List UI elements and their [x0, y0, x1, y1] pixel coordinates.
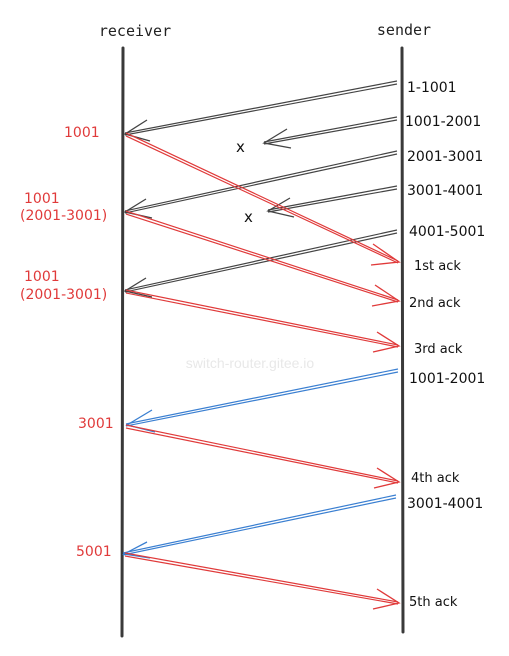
ack-receiver-label-3: 1001 — [24, 269, 60, 285]
ack-receiver-label-2: 1001 — [24, 191, 60, 207]
segment-label-2: 1001-2001 — [405, 114, 481, 130]
receiver-timeline — [120, 46, 125, 638]
ack-sender-label-2: 2nd ack — [409, 296, 461, 311]
segment-arrow-3 — [123, 150, 398, 219]
ack-receiver-label-4: 3001 — [78, 416, 114, 432]
lost-marker-2: x — [244, 208, 253, 226]
ack-receiver-sub-2: (2001-3001) — [20, 208, 107, 224]
segment-label-1: 1-1001 — [407, 80, 457, 96]
ack-receiver-label-1: 1001 — [64, 125, 100, 141]
sender-title: sender — [377, 21, 431, 39]
segment-arrow-4-lost — [266, 185, 398, 218]
ack-sender-label-5: 5th ack — [409, 595, 458, 610]
receiver-title: receiver — [99, 22, 171, 40]
ack-sender-label-1: 1st ack — [414, 259, 461, 274]
ack-receiver-sub-3: (2001-3001) — [20, 287, 107, 303]
segment-arrow-5 — [123, 229, 398, 298]
segment-label-5: 4001-5001 — [409, 224, 485, 240]
ack-arrow-4 — [125, 424, 401, 489]
segment-label-4: 3001-4001 — [407, 183, 483, 199]
ack-arrow-1 — [125, 132, 401, 266]
segment-label-7: 3001-4001 — [407, 496, 483, 512]
lost-marker-1: x — [236, 138, 245, 156]
watermark: switch-router.gitee.io — [186, 355, 315, 371]
retransmit-arrow-2 — [121, 494, 397, 559]
ack-arrow-3 — [125, 289, 401, 353]
ack-receiver-label-5: 5001 — [76, 544, 112, 560]
retransmit-arrow-1 — [125, 368, 399, 433]
ack-sender-label-4: 4th ack — [411, 471, 460, 486]
sender-timeline — [400, 46, 405, 634]
segment-arrow-2-lost — [262, 116, 398, 149]
ack-arrow-2 — [125, 210, 401, 307]
segment-label-6: 1001-2001 — [409, 371, 485, 387]
ack-sender-label-3: 3rd ack — [414, 342, 463, 357]
segment-label-3: 2001-3001 — [407, 149, 483, 165]
ack-arrow-5 — [124, 552, 401, 610]
segment-arrow-1 — [123, 80, 398, 142]
